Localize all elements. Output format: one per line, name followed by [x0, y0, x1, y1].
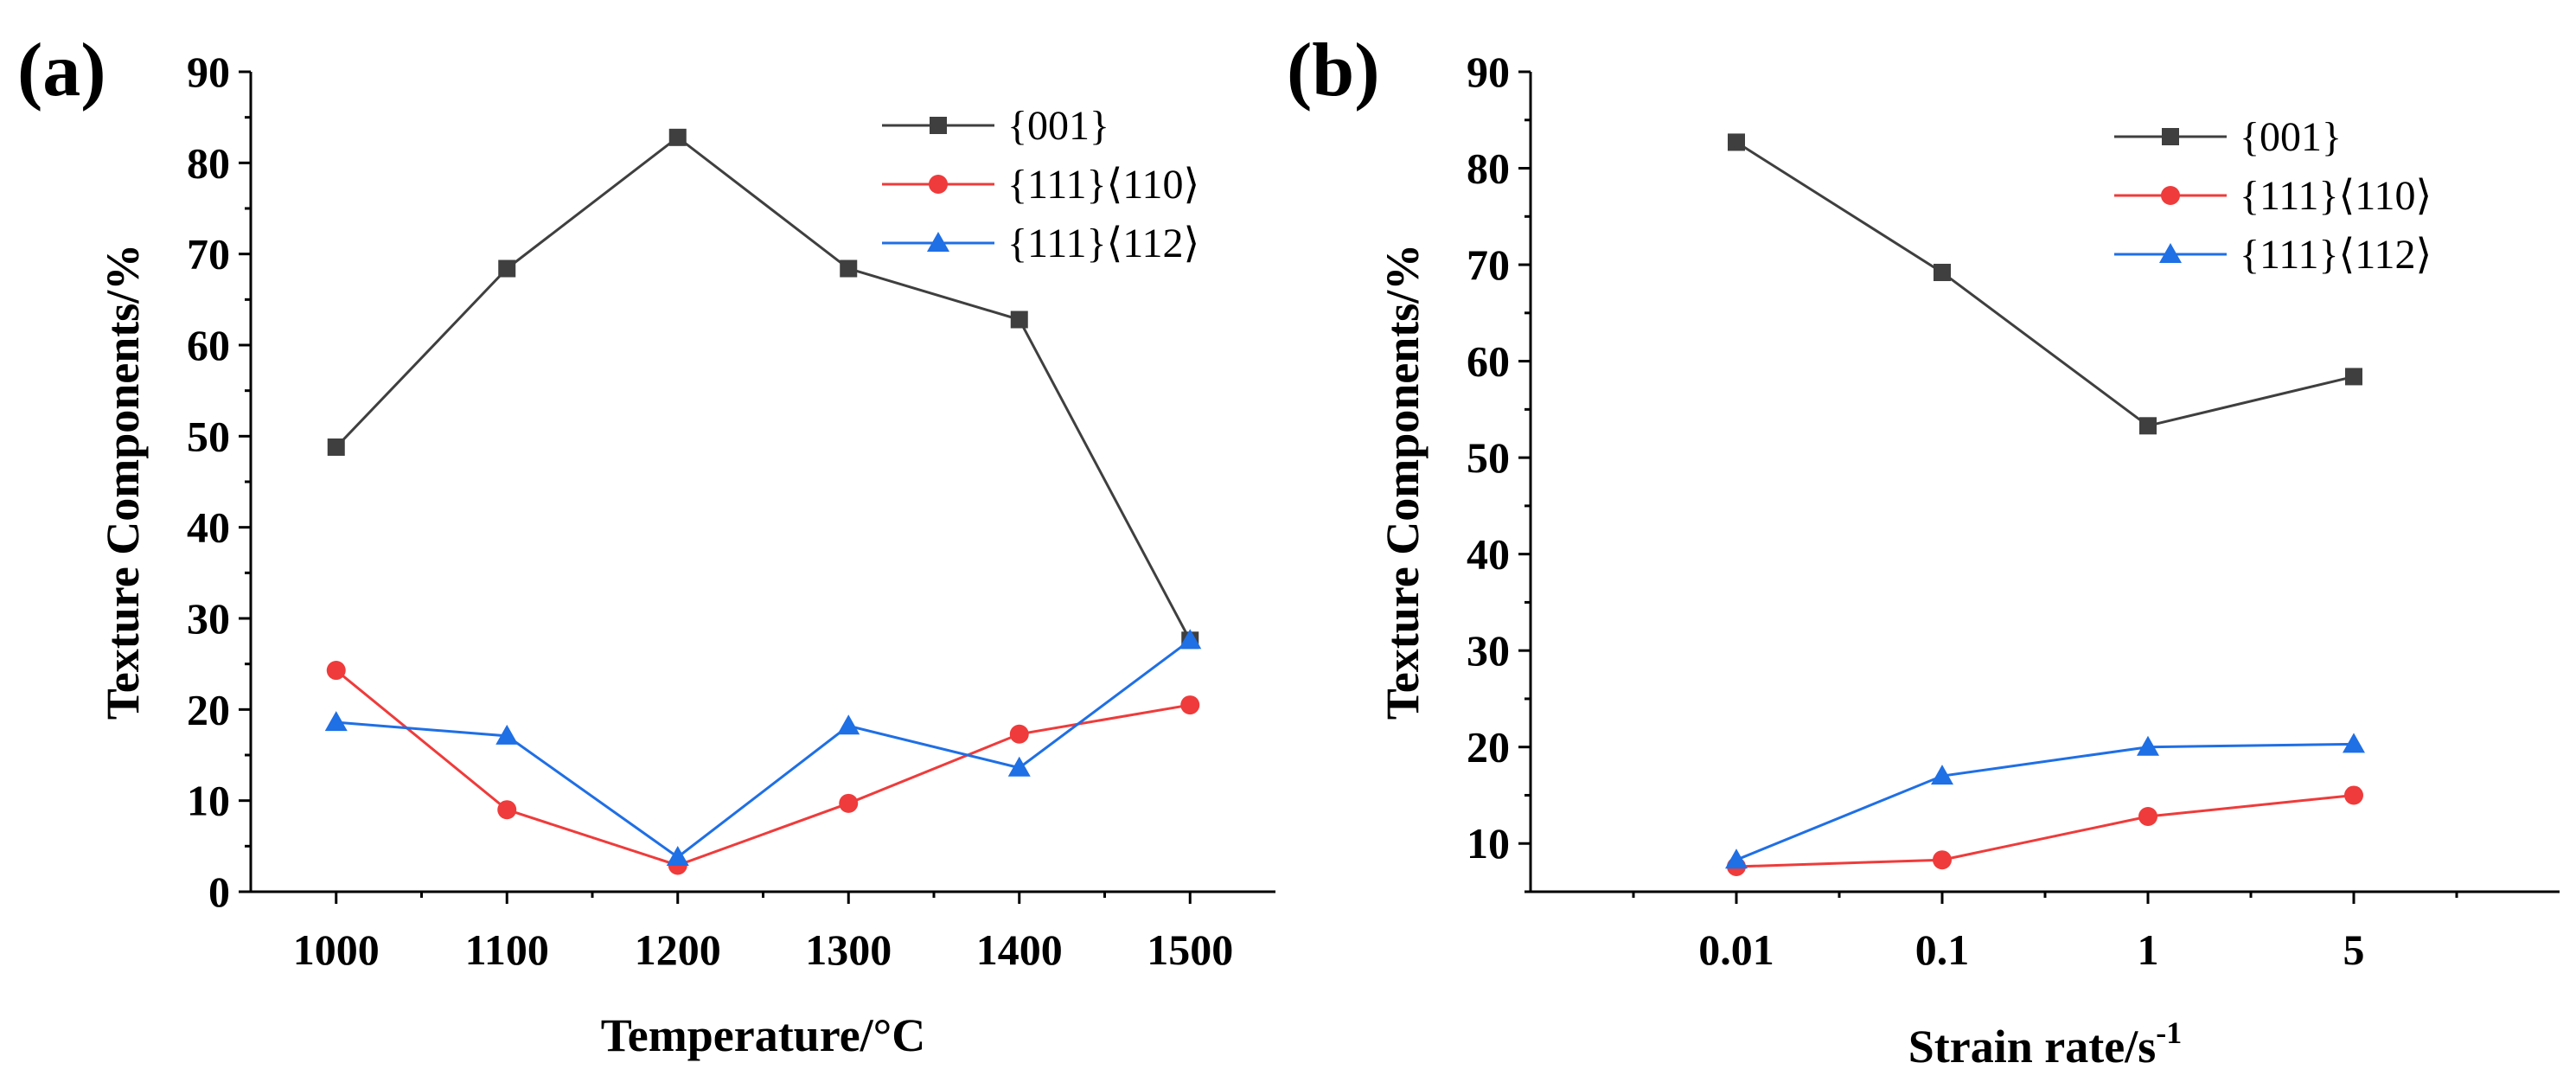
legend-marker	[2162, 128, 2179, 145]
data-point	[1180, 695, 1200, 715]
y-tick-label: 80	[1467, 144, 1510, 193]
x-tick-label: 5	[2343, 925, 2365, 974]
y-tick-label: 50	[1467, 433, 1510, 482]
legend-marker	[2159, 243, 2182, 263]
data-point	[497, 800, 517, 820]
y-tick-label: 90	[187, 48, 230, 96]
legend-marker	[930, 117, 947, 134]
data-point	[1934, 263, 1951, 281]
legend-marker	[929, 175, 948, 194]
series-line	[335, 135, 1192, 641]
chart-panel-b: (b) 10 20 30 40 50 60 70 80 90 0.01 0.1 1 5 Strain rat…	[1287, 29, 2560, 1072]
y-tick-label: 60	[187, 321, 230, 369]
y-tick-label: 70	[1467, 240, 1510, 289]
legend-marker	[2161, 186, 2180, 205]
data-point	[1931, 765, 1953, 785]
x-tick-label: 1400	[976, 925, 1063, 974]
series-line	[1735, 742, 2355, 861]
y-tick-label: 10	[187, 777, 230, 825]
legend-label: {001}	[1007, 103, 1109, 149]
series-line	[1735, 793, 2355, 868]
x-axis-title-superscript: -1	[2156, 1015, 2182, 1050]
x-tick-label: 1100	[465, 925, 549, 974]
data-point	[2139, 417, 2157, 435]
y-tick-label: 40	[187, 503, 230, 552]
data-point	[495, 724, 519, 745]
x-tick-label: 1500	[1147, 925, 1233, 974]
y-tick-label: 90	[1467, 48, 1510, 96]
data-point	[324, 711, 348, 732]
panel-label: (a)	[17, 29, 106, 112]
series-line	[1735, 141, 2355, 427]
x-tick-label: 0.1	[1915, 925, 1970, 974]
x-axis-title: Strain rate/s-1	[1908, 1015, 2182, 1072]
legend-label: {111}⟨112⟩	[1007, 221, 1199, 266]
legend-label: {111}⟨110⟩	[2240, 173, 2432, 219]
data-point	[666, 845, 689, 866]
y-tick-label: 20	[187, 685, 230, 733]
data-point	[2343, 733, 2365, 753]
series-0: {001}	[327, 103, 1199, 650]
data-point	[837, 714, 860, 735]
panel-label: (b)	[1287, 29, 1380, 112]
y-tick-label: 60	[1467, 337, 1510, 386]
data-point	[1933, 850, 1952, 870]
legend-label: {111}⟨110⟩	[1007, 162, 1199, 208]
data-point	[326, 661, 346, 681]
series-line	[335, 669, 1191, 868]
series-2: {111}⟨112⟩	[1725, 232, 2432, 869]
data-point	[1010, 311, 1028, 329]
data-point	[2345, 368, 2362, 386]
series-1: {111}⟨110⟩	[326, 162, 1200, 875]
y-tick-label: 0	[208, 868, 230, 916]
x-tick-label: 1300	[805, 925, 892, 974]
y-axis-title: Texture Components/%	[1377, 244, 1429, 720]
y-tick-label: 20	[1467, 723, 1510, 771]
x-axis-title-text: Strain rate/s	[1908, 1021, 2156, 1072]
legend-marker	[927, 232, 949, 252]
y-tick-label: 70	[187, 230, 230, 279]
x-axis-title: Temperature/°C	[601, 1009, 926, 1061]
y-tick-label: 80	[187, 138, 230, 187]
x-tick-label: 1	[2138, 925, 2159, 974]
y-tick-label: 10	[1467, 819, 1510, 868]
data-point	[1009, 724, 1029, 744]
y-tick-label: 30	[1467, 626, 1510, 675]
x-tick-label: 1200	[635, 925, 721, 974]
series-line	[336, 639, 1192, 859]
data-point	[1179, 629, 1202, 650]
legend-label: {001}	[2240, 114, 2342, 160]
data-point	[1725, 848, 1748, 869]
y-tick-label: 30	[187, 594, 230, 643]
data-point	[2138, 807, 2157, 827]
data-point	[840, 259, 858, 278]
legend-label: {111}⟨112⟩	[2240, 232, 2432, 278]
data-point	[2137, 735, 2159, 756]
x-tick-label: 1000	[293, 925, 380, 974]
data-point	[327, 438, 345, 456]
chart-panel-a: (a) 0 10 20 30 40 50 60 70 80 90 1000 1100 1200 1300 14…	[17, 29, 1275, 1061]
data-point	[2344, 785, 2363, 805]
series-2: {111}⟨112⟩	[324, 221, 1202, 866]
data-point	[498, 259, 516, 278]
data-point	[839, 793, 859, 813]
y-tick-label: 50	[187, 412, 230, 460]
x-axis-title-text: Temperature/°C	[601, 1009, 926, 1061]
data-point	[1728, 133, 1745, 151]
data-point	[668, 128, 687, 146]
data-point	[1007, 756, 1031, 777]
series-1: {111}⟨110⟩	[1727, 173, 2432, 877]
x-tick-label: 0.01	[1698, 925, 1774, 974]
y-tick-label: 40	[1467, 530, 1510, 579]
series-0: {001}	[1728, 114, 2362, 435]
y-axis-title: Texture Components/%	[97, 244, 149, 720]
